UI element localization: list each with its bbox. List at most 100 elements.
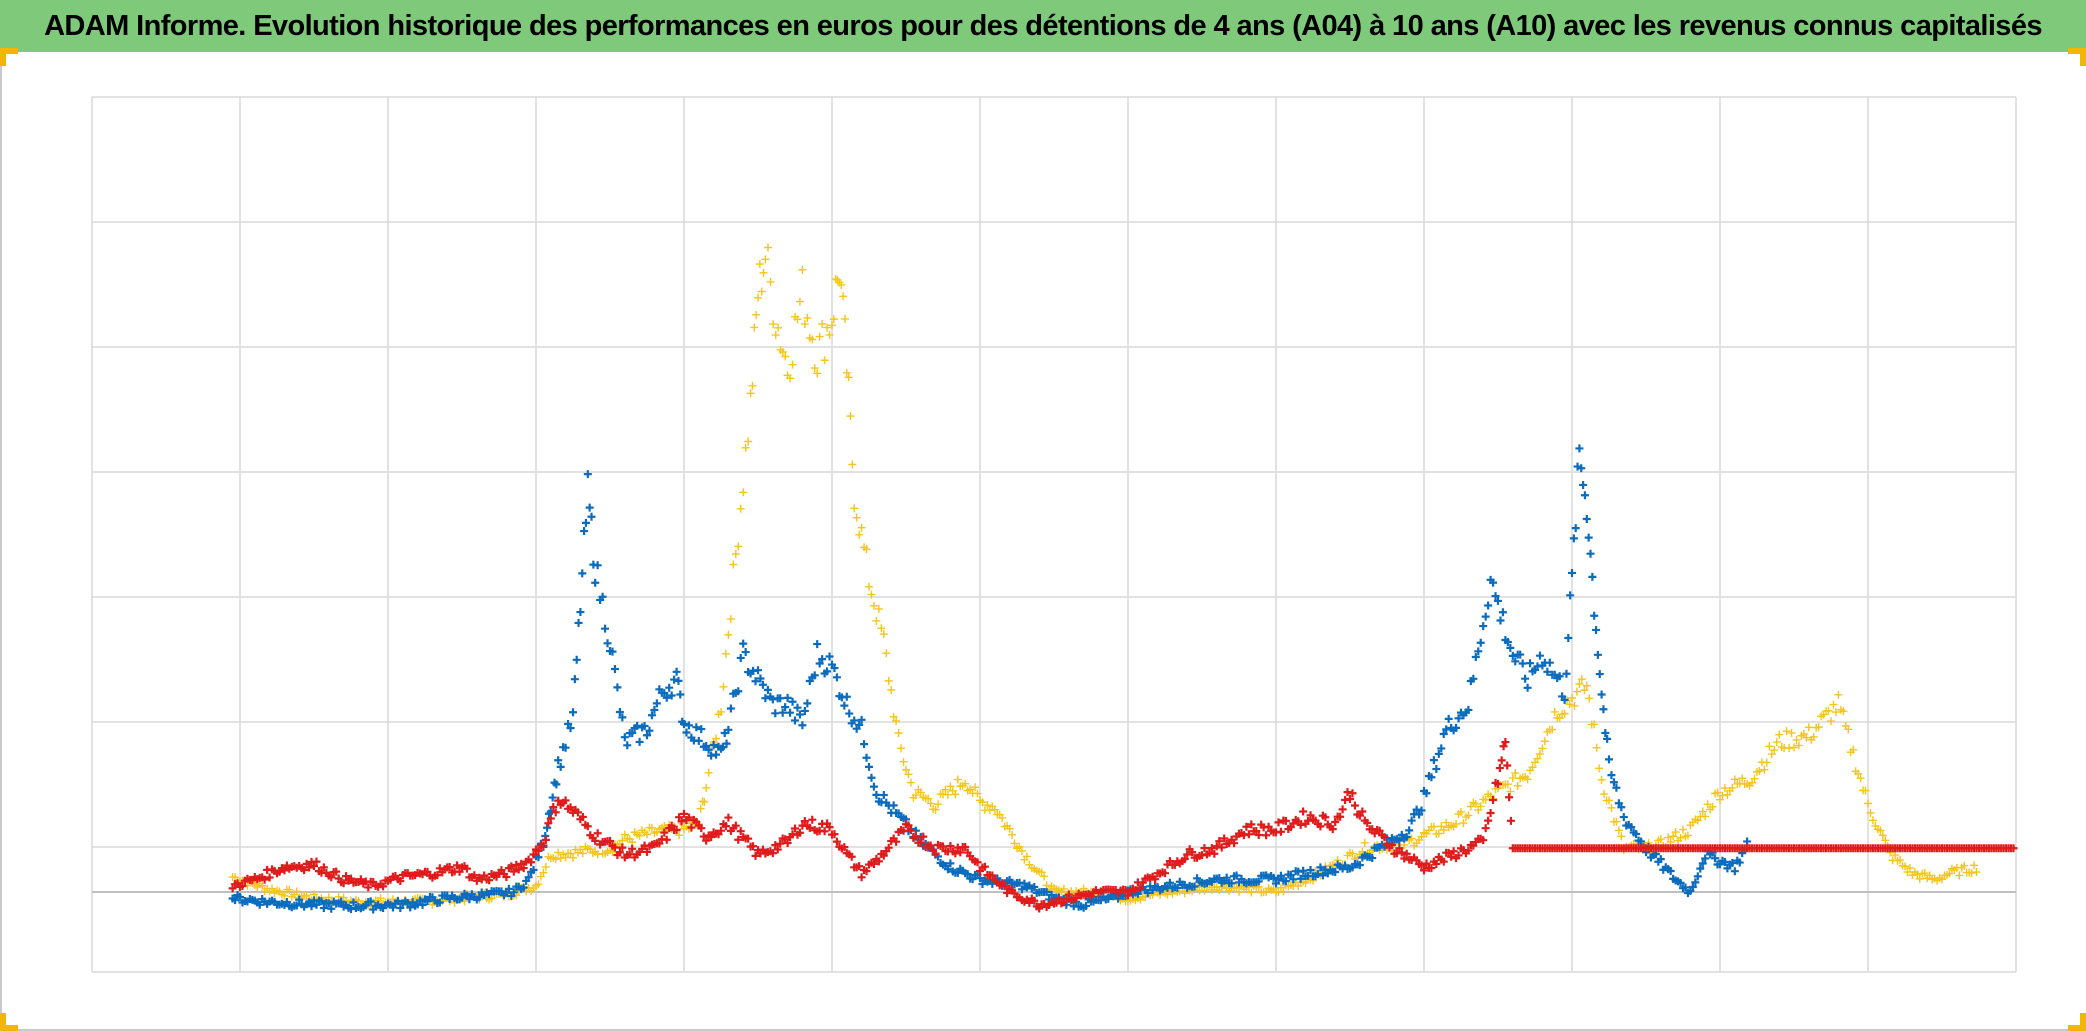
data-point-a04	[1568, 568, 1576, 577]
data-point-a04	[366, 897, 375, 906]
data-point-a06	[884, 843, 893, 852]
data-point-a10	[729, 560, 738, 569]
data-point-a04	[1355, 861, 1364, 870]
data-point-a04	[576, 608, 585, 617]
data-point-a06	[946, 841, 955, 850]
data-point-a04	[1601, 728, 1610, 737]
data-point-a04	[1415, 810, 1424, 819]
data-point-a10	[734, 542, 743, 551]
data-point-a06	[1230, 839, 1239, 848]
data-point-a04	[1276, 871, 1285, 880]
data-point-a04	[1481, 612, 1490, 621]
data-point-a06	[593, 829, 602, 838]
data-point-a10	[1809, 732, 1818, 741]
data-point-a10	[1839, 707, 1848, 716]
data-point-a06	[305, 863, 314, 872]
data-point-a10	[846, 412, 855, 421]
data-point-a10	[844, 373, 853, 382]
data-point-a04	[1569, 534, 1578, 543]
data-point-a04	[1535, 651, 1544, 660]
data-point-a04	[1526, 659, 1535, 668]
data-point-a06	[1454, 851, 1463, 860]
data-point-a04	[1511, 657, 1520, 666]
data-point-a04	[1595, 670, 1604, 679]
data-point-a10	[1972, 868, 1981, 877]
data-point-a06	[1274, 818, 1283, 827]
data-point-a10	[850, 504, 859, 513]
data-point-a10	[795, 297, 804, 306]
data-point-a04	[976, 874, 984, 883]
data-point-a10	[1570, 701, 1579, 710]
data-point-a04	[1676, 878, 1685, 887]
data-point-a04	[763, 685, 772, 694]
data-point-a04	[1571, 524, 1580, 533]
data-point-a10	[983, 801, 992, 810]
data-point-a04	[845, 709, 854, 718]
data-point-a10	[1476, 802, 1485, 811]
data-point-a04	[1030, 882, 1039, 891]
data-point-a10	[879, 630, 888, 639]
data-point-a04	[1588, 572, 1597, 581]
data-point-a10	[786, 374, 795, 383]
data-point-a10	[1022, 852, 1031, 861]
data-point-a04	[1523, 683, 1532, 692]
data-point-a10	[719, 682, 728, 691]
data-point-a06	[892, 837, 901, 846]
data-point-a04	[652, 699, 661, 708]
data-point-a04	[788, 697, 797, 706]
data-point-a06	[768, 849, 777, 858]
data-point-a04	[1318, 871, 1327, 880]
data-point-a06	[1212, 842, 1221, 851]
data-point-a04	[674, 676, 683, 685]
data-point-a06	[310, 861, 318, 870]
data-point-a06	[551, 808, 560, 817]
data-point-a10	[842, 368, 851, 377]
data-point-a10	[1967, 869, 1976, 878]
data-point-a04	[645, 726, 654, 735]
data-point-a10	[1548, 725, 1557, 734]
data-point-a10	[771, 331, 780, 340]
data-point-a10	[904, 770, 913, 779]
data-point-a10	[1163, 890, 1172, 899]
data-point-a04	[1498, 608, 1507, 617]
data-point-a04	[1082, 901, 1091, 910]
data-point-a04	[1432, 765, 1441, 774]
data-point-a10	[1585, 694, 1594, 703]
data-point-a10	[1856, 774, 1865, 783]
data-point-a06	[1489, 796, 1498, 805]
data-point-a06	[1306, 811, 1315, 820]
data-point-a10	[231, 873, 240, 882]
data-point-a06	[805, 823, 814, 832]
data-point-a10	[1794, 741, 1803, 750]
data-point-a06	[751, 851, 760, 860]
data-point-a06	[1506, 816, 1515, 825]
data-point-a06	[655, 839, 664, 848]
data-point-a04	[709, 740, 718, 749]
data-point-a06	[606, 836, 614, 845]
data-point-a06	[1358, 807, 1367, 816]
data-point-a04	[1743, 837, 1752, 846]
data-point-a04	[650, 705, 659, 714]
data-point-a06	[1427, 864, 1436, 873]
data-point-a10	[831, 275, 840, 284]
data-point-a04	[570, 675, 579, 684]
data-point-a04	[587, 512, 596, 521]
data-point-a04	[1584, 533, 1593, 542]
data-point-a06	[956, 848, 965, 857]
data-point-a10	[1787, 728, 1796, 737]
data-point-a06	[561, 796, 570, 805]
data-point-a10	[924, 794, 933, 803]
data-point-a10	[1762, 758, 1771, 767]
data-point-a06	[445, 863, 454, 872]
data-point-a06	[1417, 861, 1426, 870]
data-point-a04	[1173, 883, 1182, 892]
data-point-a10	[848, 460, 857, 469]
data-point-a04	[1437, 744, 1446, 753]
data-point-a06	[939, 842, 947, 851]
data-point-a04	[815, 659, 824, 668]
data-point-a10	[1538, 744, 1547, 753]
data-point-a04	[869, 782, 878, 791]
data-point-a10	[1676, 833, 1685, 842]
data-point-a10	[1232, 883, 1241, 892]
data-point-a10	[1723, 790, 1732, 799]
